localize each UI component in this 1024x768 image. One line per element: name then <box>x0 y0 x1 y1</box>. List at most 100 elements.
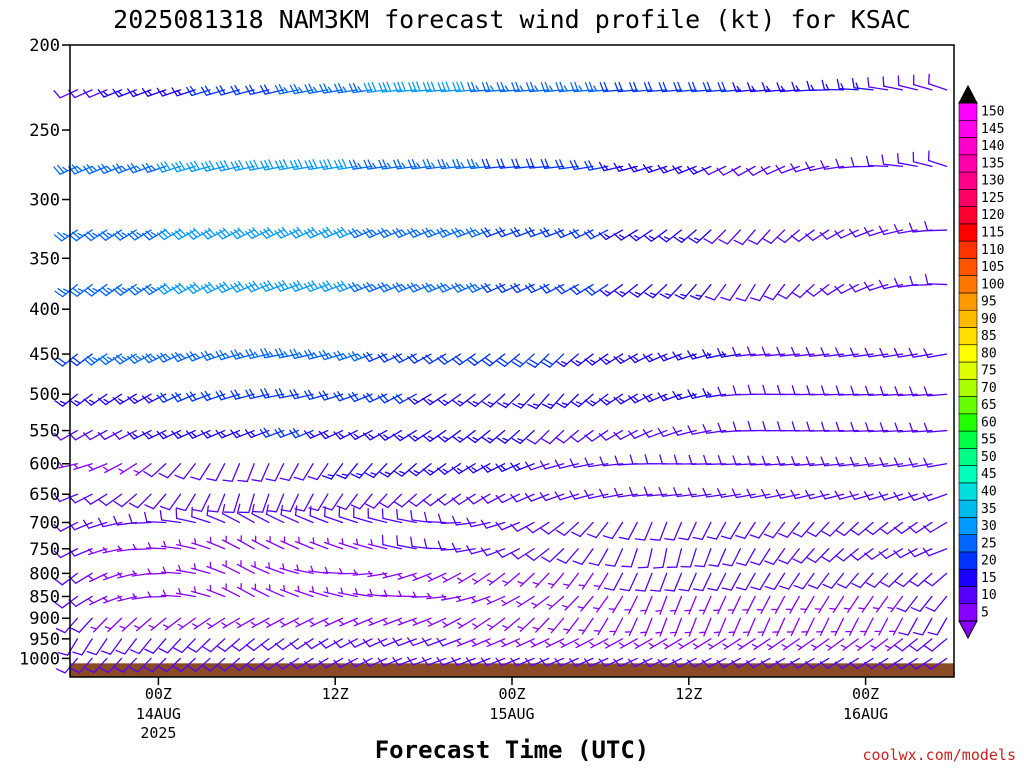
wind-barb <box>175 508 196 524</box>
wind-barb <box>707 638 727 650</box>
wind-barb <box>334 158 358 170</box>
wind-barb <box>555 429 579 444</box>
colorbar-segment <box>958 396 978 415</box>
wind-barb <box>526 353 550 368</box>
wind-barb <box>70 617 93 633</box>
wind-barb <box>251 583 270 598</box>
wind-barb <box>451 429 476 443</box>
wind-barb <box>274 347 300 359</box>
wind-barb <box>821 421 845 432</box>
wind-barb <box>909 386 933 397</box>
wind-barb <box>142 229 167 241</box>
wind-barb <box>215 429 241 439</box>
wind-barb <box>101 638 123 655</box>
wind-barb <box>778 521 800 538</box>
wind-barb <box>368 617 388 627</box>
wind-barb <box>687 350 712 360</box>
wind-barb <box>97 229 123 241</box>
time-tick-date: 15AUG <box>489 705 534 723</box>
wind-barb <box>652 548 668 569</box>
wind-barb <box>90 617 108 633</box>
wind-barb <box>127 283 152 296</box>
wind-barb <box>835 421 859 433</box>
wind-barb <box>422 463 447 476</box>
wind-barb <box>412 617 432 626</box>
wind-barb <box>893 491 918 501</box>
wind-barb <box>643 486 668 497</box>
pressure-tick-label: 300 <box>29 191 60 211</box>
wind-barb <box>604 548 624 567</box>
wind-barb <box>909 275 933 287</box>
wind-barb <box>761 488 786 499</box>
wind-barb <box>362 429 388 441</box>
wind-barb <box>426 592 447 600</box>
wind-barb <box>678 521 697 541</box>
wind-barb <box>251 463 270 482</box>
wind-barb <box>858 595 874 613</box>
wind-barb <box>731 657 756 669</box>
wind-barb <box>215 227 241 240</box>
wind-barb <box>879 422 904 433</box>
wind-barb <box>657 427 683 437</box>
wind-barb <box>806 421 830 432</box>
wind-barb <box>274 388 300 399</box>
wind-barb <box>908 521 933 534</box>
wind-barb <box>614 283 638 298</box>
credit-text: coolwx.com/models <box>862 746 1016 764</box>
wind-barb <box>289 388 314 400</box>
wind-barb <box>865 572 889 588</box>
wind-barb <box>274 84 300 95</box>
colorbar-segment <box>958 137 978 156</box>
wind-barb <box>175 564 196 575</box>
wind-barb <box>437 513 462 524</box>
wind-barb <box>805 229 830 241</box>
colorbar-segment <box>958 413 978 432</box>
wind-barb <box>171 87 196 97</box>
wind-barb <box>250 561 270 575</box>
wind-barb <box>191 586 211 598</box>
wind-barb <box>318 349 344 361</box>
wind-barb <box>874 617 889 636</box>
wind-barb <box>613 657 638 667</box>
wind-barb <box>336 463 358 480</box>
wind-barb <box>377 638 403 647</box>
wind-barb <box>855 638 874 652</box>
wind-barb <box>927 150 948 168</box>
wind-barb <box>221 535 241 550</box>
wind-barb <box>908 457 933 468</box>
wind-barb <box>274 159 300 171</box>
wind-barb <box>72 638 93 656</box>
wind-barb <box>555 159 579 170</box>
wind-barb <box>421 637 447 647</box>
wind-barb <box>835 385 859 396</box>
wind-barb <box>481 429 506 444</box>
wind-barb <box>776 82 800 93</box>
wind-barb <box>456 638 476 647</box>
wind-barb <box>236 535 255 550</box>
wind-barb <box>338 587 358 598</box>
wind-barb <box>870 638 889 652</box>
wind-barb <box>515 638 535 648</box>
colorbar-segment <box>958 465 978 484</box>
wind-barb <box>97 353 123 366</box>
time-tick-label: 00Z <box>852 685 879 703</box>
wind-barb <box>555 353 579 368</box>
wind-barb <box>764 548 786 565</box>
wind-barb <box>889 617 904 636</box>
wind-barb <box>540 81 565 93</box>
wind-barb <box>338 617 358 627</box>
wind-barb <box>53 89 79 99</box>
wind-barb <box>103 463 123 474</box>
wind-barb <box>807 572 830 590</box>
wind-barb <box>396 508 417 524</box>
colorbar-bottom-arrow <box>958 620 978 640</box>
wind-barb <box>761 82 786 93</box>
wind-barb <box>878 491 904 501</box>
wind-barb <box>309 505 329 524</box>
wind-barb <box>849 548 874 561</box>
wind-barb <box>146 542 167 550</box>
wind-barb <box>569 458 594 469</box>
wind-barb <box>245 84 270 96</box>
wind-barb <box>495 521 521 531</box>
wind-barb <box>206 463 226 482</box>
